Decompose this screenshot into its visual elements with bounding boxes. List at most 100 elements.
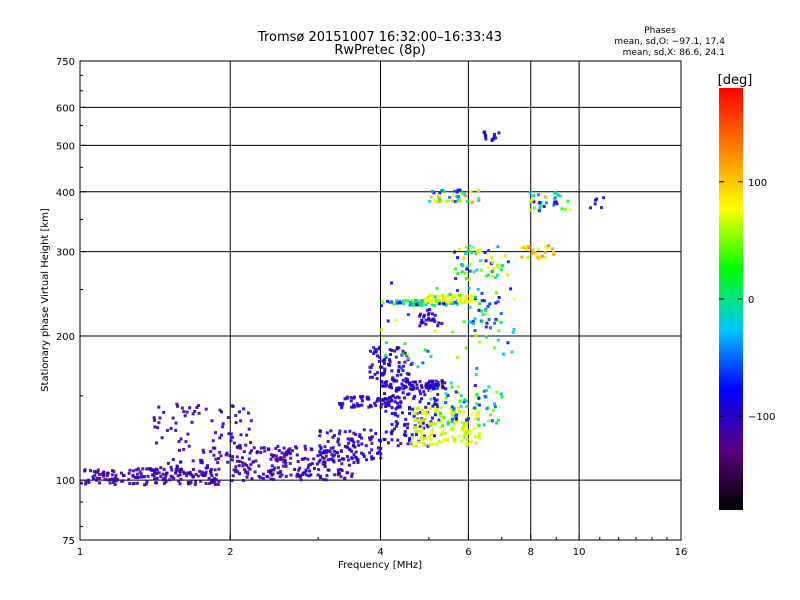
data-point bbox=[414, 298, 418, 302]
data-point bbox=[425, 308, 429, 312]
data-point bbox=[250, 477, 254, 481]
data-point bbox=[191, 467, 195, 471]
data-point bbox=[225, 451, 229, 455]
data-point bbox=[166, 461, 170, 465]
data-point bbox=[194, 480, 198, 484]
data-point bbox=[406, 378, 410, 382]
data-point bbox=[393, 349, 397, 353]
data-point bbox=[383, 392, 387, 396]
data-point bbox=[191, 459, 195, 463]
data-point bbox=[393, 413, 397, 417]
data-point bbox=[162, 410, 166, 414]
data-point bbox=[230, 458, 234, 462]
data-point bbox=[456, 299, 460, 303]
data-point bbox=[380, 299, 384, 303]
data-point bbox=[371, 375, 375, 379]
data-point bbox=[419, 321, 423, 325]
data-point bbox=[512, 327, 516, 331]
data-point bbox=[491, 409, 495, 413]
data-point bbox=[560, 207, 564, 211]
data-point bbox=[474, 394, 478, 398]
data-point bbox=[393, 400, 397, 404]
data-point bbox=[253, 470, 257, 474]
data-point bbox=[484, 259, 488, 263]
data-point bbox=[477, 340, 481, 344]
data-point bbox=[430, 422, 434, 426]
data-point bbox=[428, 300, 432, 304]
data-point bbox=[381, 398, 385, 402]
data-point bbox=[539, 203, 543, 207]
data-point bbox=[449, 411, 453, 415]
data-point bbox=[427, 401, 431, 405]
data-point bbox=[214, 431, 218, 435]
data-point bbox=[436, 392, 440, 396]
data-point bbox=[497, 329, 501, 333]
data-point bbox=[399, 441, 403, 445]
data-point bbox=[427, 422, 431, 426]
data-point bbox=[101, 472, 105, 476]
data-point bbox=[599, 206, 603, 210]
data-point bbox=[375, 377, 379, 381]
data-point bbox=[390, 398, 394, 402]
data-point bbox=[436, 405, 440, 409]
data-point bbox=[478, 249, 482, 253]
data-point bbox=[532, 206, 536, 210]
data-point bbox=[249, 441, 253, 445]
data-point bbox=[459, 299, 463, 303]
data-point bbox=[446, 393, 450, 397]
data-point bbox=[486, 304, 490, 308]
data-point bbox=[532, 194, 536, 198]
data-point bbox=[394, 355, 398, 359]
data-point bbox=[420, 397, 424, 401]
data-point bbox=[476, 411, 480, 415]
data-point bbox=[485, 321, 489, 325]
data-point bbox=[157, 405, 161, 409]
data-point bbox=[416, 301, 420, 305]
data-point bbox=[215, 473, 219, 477]
data-point bbox=[370, 457, 374, 461]
data-point bbox=[209, 467, 213, 471]
data-point bbox=[544, 245, 548, 249]
data-point bbox=[556, 193, 560, 197]
data-point bbox=[441, 440, 445, 444]
data-point bbox=[231, 474, 235, 478]
data-point bbox=[421, 442, 425, 446]
data-point bbox=[497, 131, 501, 135]
data-point bbox=[457, 247, 461, 251]
data-point bbox=[84, 482, 88, 486]
data-point bbox=[171, 416, 175, 420]
data-point bbox=[446, 295, 450, 299]
data-point bbox=[443, 401, 447, 405]
data-point bbox=[403, 342, 407, 346]
data-point bbox=[506, 341, 510, 345]
data-point bbox=[268, 471, 272, 475]
data-point bbox=[385, 397, 389, 401]
data-point bbox=[108, 478, 112, 482]
data-point bbox=[184, 440, 188, 444]
data-point bbox=[462, 256, 466, 260]
data-point bbox=[370, 441, 374, 445]
y-axis: 75 100 200 300 400 500 600 750 bbox=[56, 57, 86, 547]
data-point bbox=[468, 431, 472, 435]
data-point bbox=[397, 361, 401, 365]
data-point bbox=[162, 467, 166, 471]
data-point bbox=[456, 406, 460, 410]
data-point bbox=[295, 446, 299, 450]
data-point bbox=[340, 457, 344, 461]
data-point bbox=[261, 477, 265, 481]
data-point bbox=[440, 420, 444, 424]
data-point bbox=[153, 477, 157, 481]
data-point bbox=[442, 298, 446, 302]
data-point bbox=[455, 288, 459, 292]
data-point bbox=[352, 461, 356, 465]
data-point bbox=[400, 411, 404, 415]
data-point bbox=[455, 420, 459, 424]
data-point bbox=[374, 403, 378, 407]
data-point bbox=[484, 389, 488, 393]
data-point bbox=[467, 249, 471, 253]
data-point bbox=[336, 440, 340, 444]
data-point bbox=[309, 463, 313, 467]
data-point bbox=[483, 394, 487, 398]
data-point bbox=[529, 200, 533, 204]
data-point bbox=[242, 479, 246, 483]
